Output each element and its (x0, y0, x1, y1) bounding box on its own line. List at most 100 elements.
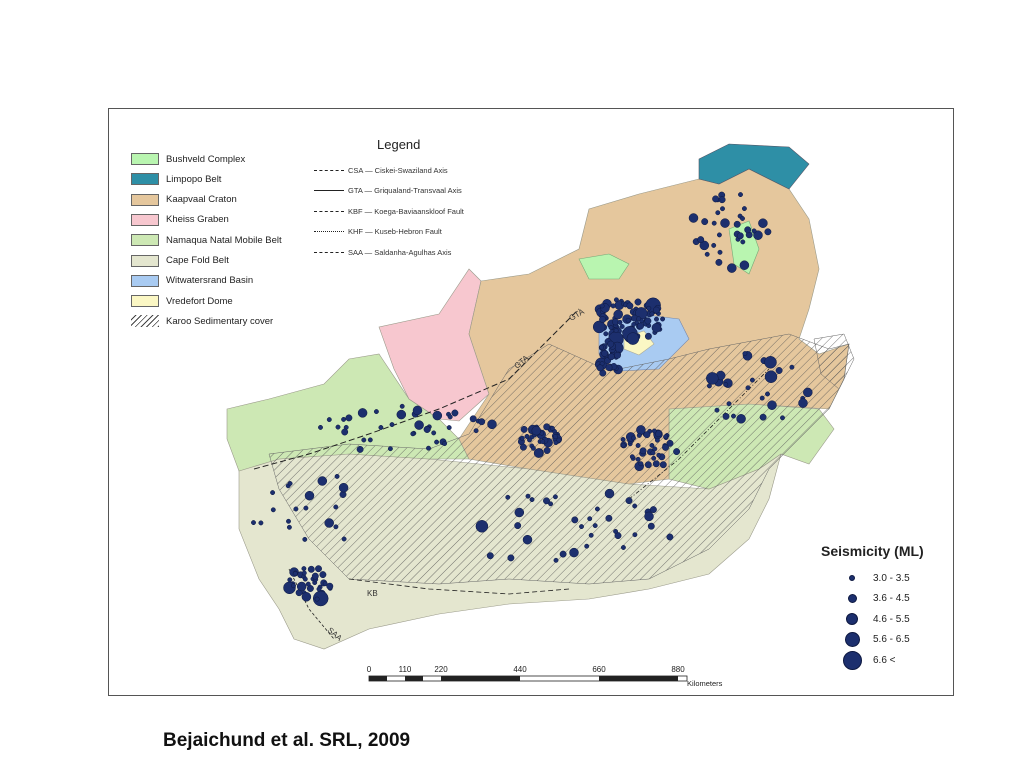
earthquake-marker (666, 439, 674, 447)
earthquake-epicenters (251, 191, 813, 607)
earthquake-marker (301, 566, 307, 572)
earthquake-marker (326, 582, 334, 590)
earthquake-marker (740, 216, 745, 221)
seismicity-class-label: 4.6 - 5.5 (873, 613, 910, 625)
earthquake-marker (303, 505, 309, 511)
earthquake-marker (571, 516, 579, 524)
earthquake-marker (733, 220, 741, 228)
earthquake-marker (646, 305, 652, 311)
earthquake-marker (711, 242, 717, 248)
earthquake-marker (301, 570, 307, 576)
earthquake-marker (789, 364, 795, 370)
earthquake-marker (603, 331, 609, 337)
earthquake-marker (543, 497, 550, 505)
earthquake-marker (706, 372, 719, 385)
earthquake-marker (293, 506, 299, 512)
earthquake-marker (704, 251, 710, 257)
earthquake-marker (753, 230, 763, 240)
earthquake-marker (326, 417, 332, 423)
earthquake-marker (798, 398, 808, 408)
earthquake-marker (673, 448, 681, 456)
scale-bar-graphic (368, 675, 688, 682)
earthquake-marker (522, 534, 533, 545)
earthquake-marker (519, 435, 525, 441)
earthquake-marker (759, 395, 765, 401)
earthquake-marker (636, 425, 646, 435)
earthquake-marker (736, 232, 744, 240)
earthquake-marker (720, 218, 730, 228)
legend-line-sample (314, 251, 344, 253)
earthquake-marker (652, 306, 660, 314)
scale-bar: 0 110 220 440 660 880 Kilometers (366, 665, 727, 688)
earthquake-marker (605, 364, 613, 371)
legend-swatch (131, 234, 159, 247)
earthquake-marker (626, 332, 640, 345)
earthquake-marker (412, 405, 423, 416)
earthquake-marker (451, 409, 459, 417)
earthquake-marker (599, 303, 605, 309)
earthquake-marker (296, 581, 307, 592)
legend-unit-row: Namaqua Natal Mobile Belt (131, 232, 282, 248)
earthquake-marker (341, 416, 347, 422)
earthquake-marker (738, 192, 743, 198)
scale-tick-label: 660 (592, 665, 606, 674)
earthquake-marker (315, 565, 322, 573)
legend-title: Legend (377, 137, 421, 152)
earthquake-marker (530, 445, 536, 451)
earthquake-marker (711, 220, 717, 226)
earthquake-marker (744, 226, 752, 234)
earthquake-marker (507, 554, 515, 562)
earthquake-marker (649, 506, 657, 514)
legend-swatch (131, 193, 159, 206)
earthquake-marker (717, 249, 723, 255)
seismicity-dot-icon (842, 650, 862, 670)
legend-unit-label: Bushveld Complex (166, 153, 246, 165)
scale-tick-label: 110 (398, 665, 412, 674)
scale-tick-label: 0 (366, 665, 372, 674)
legend-line-sample (314, 190, 344, 191)
earthquake-marker (764, 228, 772, 236)
earthquake-marker (378, 425, 384, 430)
earthquake-marker (478, 418, 486, 426)
earthquake-marker (399, 403, 405, 409)
earthquake-marker (286, 518, 291, 524)
karoo-eastern-wedge (813, 333, 855, 390)
legend-line-row: SAA — Saldanha-Agulhas Axis (314, 246, 451, 258)
earthquake-marker (631, 435, 636, 441)
earthquake-marker (632, 532, 638, 538)
earthquake-marker (341, 428, 349, 436)
earthquake-marker (434, 439, 440, 445)
legend-unit-label: Witwatersrand Basin (166, 275, 254, 287)
earthquake-marker (322, 581, 328, 587)
earthquake-marker (487, 419, 497, 430)
scale-units: Kilometers (687, 679, 723, 688)
earthquake-marker (317, 476, 328, 486)
citation: Bejaichund et al. SRL, 2009 (163, 730, 411, 751)
earthquake-marker (524, 433, 530, 439)
earthquake-marker (333, 524, 339, 530)
legend-swatch (131, 315, 159, 328)
earthquake-marker (644, 332, 652, 340)
earthquake-marker (432, 410, 443, 421)
earthquake-marker (302, 576, 308, 582)
earthquake-marker (604, 488, 615, 499)
legend-swatch (131, 173, 159, 186)
earthquake-marker (312, 590, 329, 607)
legend-line-label: SAA — Saldanha-Agulhas Axis (348, 247, 452, 257)
earthquake-marker (614, 532, 622, 540)
earthquake-marker (357, 408, 368, 418)
earthquake-marker (656, 452, 662, 458)
earthquake-marker (426, 445, 431, 451)
legend-line-row: KBF — Koega-Baviaanskloof Fault (314, 205, 464, 217)
earthquake-marker (543, 447, 551, 454)
earthquake-marker (270, 507, 276, 513)
earthquake-marker (720, 206, 725, 212)
earthquake-marker (584, 543, 590, 549)
legend-swatch (131, 213, 159, 226)
earthquake-marker (442, 441, 448, 447)
earthquake-marker (607, 340, 615, 348)
earthquake-marker (292, 571, 298, 577)
earthquake-marker (608, 325, 614, 331)
earthquake-marker (338, 482, 349, 493)
seismicity-dot-icon (849, 575, 855, 581)
